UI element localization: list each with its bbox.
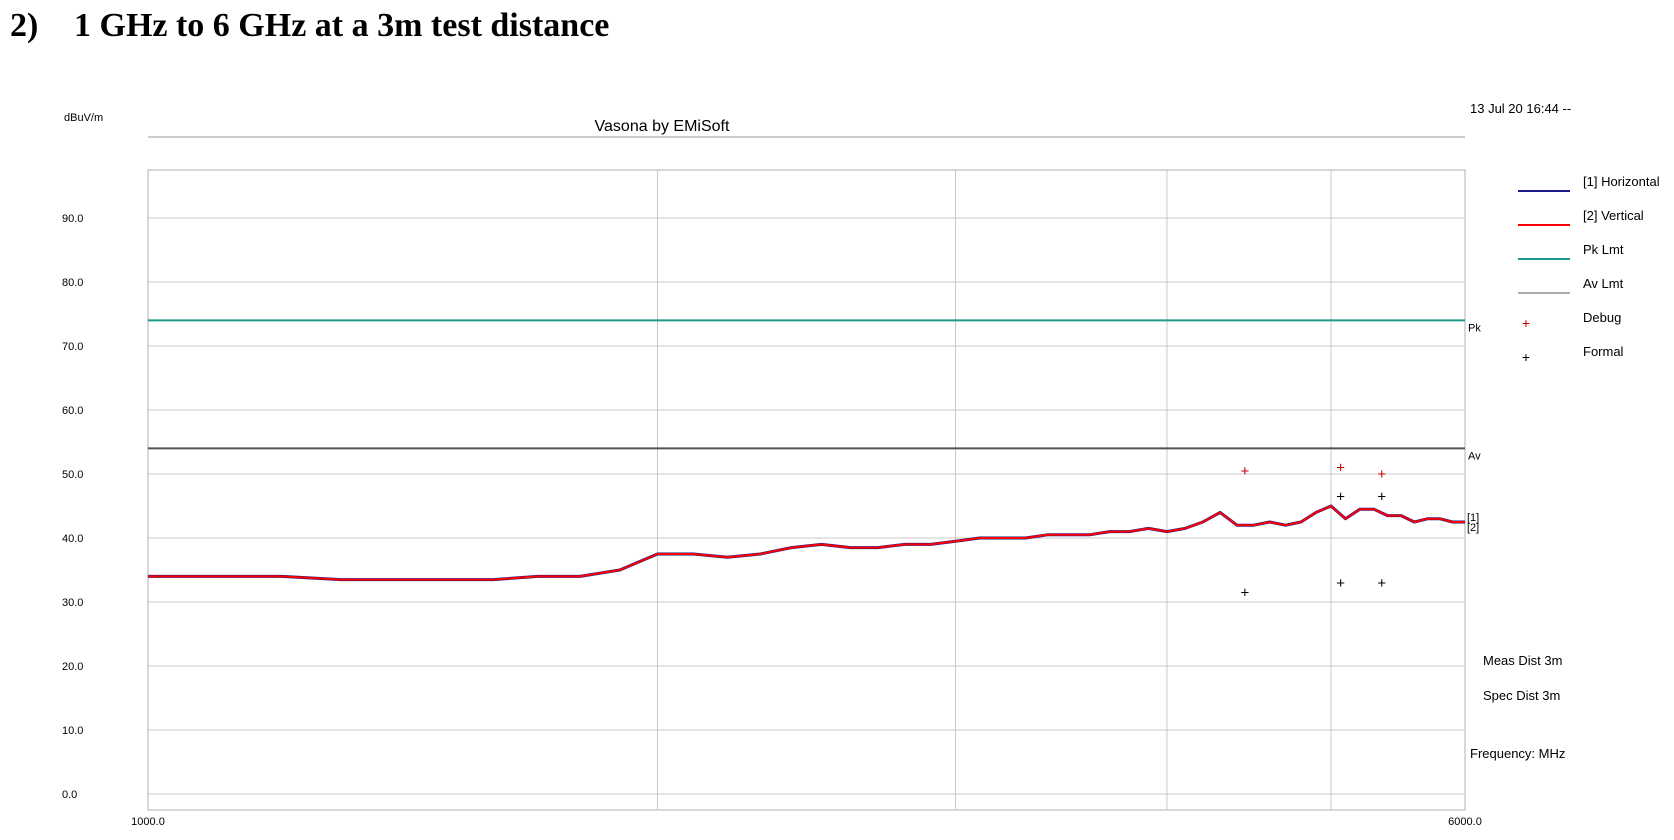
legend-label: [1] Horizontal <box>1583 174 1660 189</box>
y-tick-label: 60.0 <box>62 405 83 417</box>
legend-label: Debug <box>1583 310 1621 325</box>
legend-marker: + <box>1522 315 1530 331</box>
legend-marker: + <box>1522 349 1530 365</box>
y-tick-label: 50.0 <box>62 469 83 481</box>
marker-formal: + <box>1336 575 1345 592</box>
marker-formal: + <box>1377 575 1386 592</box>
chart-axes: 0.0 10.0 20.0 30.0 40.0 50.0 60.0 70.0 80.0 90.0 1… <box>62 136 1482 828</box>
y-tick-label: 10.0 <box>62 725 83 737</box>
marker-formal: + <box>1336 488 1345 505</box>
y-tick-label: 70.0 <box>62 341 83 353</box>
section-title: 1 GHz to 6 GHz at a 3m test distance <box>74 7 610 44</box>
legend-label: Av Lmt <box>1583 276 1624 291</box>
legend-label: Formal <box>1583 344 1624 359</box>
y-tick-label: 40.0 <box>62 533 83 545</box>
marker-formal: + <box>1240 584 1249 601</box>
y-tick-label: 90.0 <box>62 213 83 225</box>
x-axis-label: Frequency: MHz <box>1470 746 1565 761</box>
y-axis-label: dBuV/m <box>64 112 103 124</box>
series-line-1 <box>148 504 1465 582</box>
chart-traces: [1][2] <box>148 504 1479 582</box>
chart-timestamp: 13 Jul 20 16:44 -- <box>1470 101 1571 116</box>
legend-label: Pk Lmt <box>1583 242 1624 257</box>
x-tick-label: 1000.0 <box>131 816 165 828</box>
meas-dist-note: Meas Dist 3m <box>1483 653 1562 668</box>
limit-lines: Pk Av <box>148 319 1481 462</box>
chart-legend: [1] Horizontal [2] Vertical Pk Lmt Av Lmt + D… <box>1518 174 1660 365</box>
y-tick-label: 30.0 <box>62 597 83 609</box>
limit-label-pk: Pk <box>1468 322 1481 334</box>
marker-debug: + <box>1377 466 1386 483</box>
spec-dist-note: Spec Dist 3m <box>1483 688 1560 703</box>
series-line-2 <box>148 505 1465 581</box>
x-tick-label: 6000.0 <box>1448 816 1482 828</box>
section-heading: 2) 1 GHz to 6 GHz at a 3m test distance <box>10 4 609 48</box>
legend-label: [2] Vertical <box>1583 208 1644 223</box>
section-number: 2) <box>10 7 39 44</box>
chart-markers: + + + + + + + + <box>1240 460 1386 602</box>
chart-title: Vasona by EMiSoft <box>595 118 730 135</box>
plot-frame <box>147 169 1466 811</box>
y-tick-label: 20.0 <box>62 661 83 673</box>
y-tick-label: 80.0 <box>62 277 83 289</box>
chart-grid <box>147 169 1466 811</box>
limit-label-av: Av <box>1468 450 1481 462</box>
marker-formal: + <box>1377 488 1386 505</box>
trace-end-label: [2] <box>1467 522 1479 534</box>
y-tick-label: 0.0 <box>62 789 77 801</box>
marker-debug: + <box>1240 463 1249 480</box>
trace-end-label: [1] <box>1467 512 1479 524</box>
marker-debug: + <box>1336 460 1345 477</box>
